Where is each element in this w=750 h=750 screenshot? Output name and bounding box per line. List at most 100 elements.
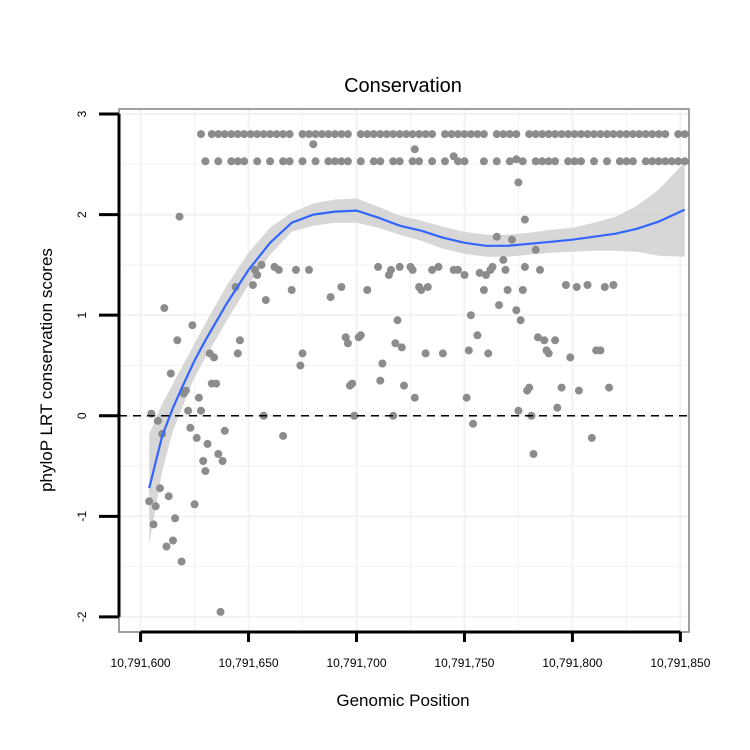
data-point <box>503 286 512 294</box>
data-point <box>622 130 631 139</box>
data-point <box>499 130 508 139</box>
data-point <box>417 286 426 294</box>
data-point <box>156 484 164 493</box>
data-point <box>551 130 560 139</box>
data-point <box>525 383 534 392</box>
data-point <box>590 157 598 166</box>
data-point <box>395 262 404 271</box>
data-point <box>292 265 300 274</box>
data-point <box>551 157 560 166</box>
data-point <box>337 130 346 139</box>
data-point <box>227 130 236 139</box>
y-axis-label: phyloP LRT conservation scores <box>37 248 56 492</box>
data-point <box>173 336 182 345</box>
data-point <box>531 245 540 254</box>
x-axis-label: Genomic Position <box>336 691 469 710</box>
data-point <box>326 293 335 302</box>
data-point <box>194 393 203 402</box>
data-point <box>516 316 525 325</box>
data-point <box>512 306 521 315</box>
data-point <box>149 520 158 529</box>
data-point <box>397 343 406 352</box>
data-point <box>674 157 683 166</box>
data-point <box>207 130 216 139</box>
data-point <box>184 406 193 415</box>
data-point <box>309 140 318 149</box>
chart-title: Conservation <box>344 75 462 97</box>
data-point <box>518 286 527 294</box>
data-point <box>393 316 402 325</box>
data-point <box>389 157 398 166</box>
data-point <box>192 433 201 442</box>
data-point <box>464 346 473 355</box>
data-point <box>279 157 288 166</box>
data-point <box>564 157 573 166</box>
data-point <box>447 130 456 139</box>
data-point <box>369 157 378 166</box>
y-tick-label: 2 <box>75 211 89 218</box>
data-point <box>395 130 404 139</box>
data-point <box>674 130 683 139</box>
data-point <box>415 130 424 139</box>
data-point <box>449 152 458 161</box>
data-point <box>473 130 482 139</box>
data-point <box>415 157 424 166</box>
data-point <box>287 286 296 294</box>
data-point <box>337 157 346 166</box>
data-point <box>162 542 171 551</box>
data-point <box>421 130 430 139</box>
data-point <box>175 212 184 221</box>
data-point <box>544 130 553 139</box>
data-point <box>311 130 320 139</box>
data-point <box>279 431 288 440</box>
data-point <box>557 130 566 139</box>
data-point <box>540 336 549 345</box>
data-point <box>512 155 521 164</box>
data-point <box>479 157 488 166</box>
data-point <box>538 130 547 139</box>
data-point <box>505 157 514 166</box>
data-point <box>501 265 510 274</box>
y-tick-label: 1 <box>75 312 89 319</box>
data-point <box>561 281 570 289</box>
data-point <box>389 411 398 420</box>
data-point <box>227 157 236 166</box>
data-point <box>441 157 449 166</box>
data-point <box>343 130 352 139</box>
data-point <box>564 130 573 139</box>
data-point <box>570 157 579 166</box>
data-point <box>253 157 262 166</box>
data-point <box>421 349 430 358</box>
data-point <box>460 271 469 279</box>
data-point <box>285 130 294 139</box>
data-point <box>428 157 437 166</box>
data-point <box>615 130 624 139</box>
data-point <box>615 157 624 166</box>
data-point <box>466 311 475 320</box>
data-point <box>557 383 566 392</box>
data-point <box>533 333 542 342</box>
data-point <box>570 130 579 139</box>
data-point <box>551 336 560 345</box>
data-point <box>600 283 609 291</box>
data-point <box>218 457 227 465</box>
data-point <box>680 157 689 166</box>
data-point <box>369 130 378 139</box>
data-point <box>473 331 482 340</box>
data-point <box>203 439 212 448</box>
data-point <box>235 336 244 345</box>
data-point <box>400 381 408 390</box>
data-point <box>605 383 614 392</box>
data-point <box>462 393 471 402</box>
data-point <box>434 262 443 271</box>
data-point <box>181 386 190 395</box>
data-point <box>466 130 475 139</box>
data-point <box>298 130 307 139</box>
data-point <box>376 130 385 139</box>
data-point <box>153 416 162 425</box>
data-point <box>641 157 650 166</box>
x-tick-label: 10,791,700 <box>326 656 386 670</box>
data-point <box>171 514 180 523</box>
data-point <box>343 339 352 348</box>
data-point <box>553 403 562 412</box>
